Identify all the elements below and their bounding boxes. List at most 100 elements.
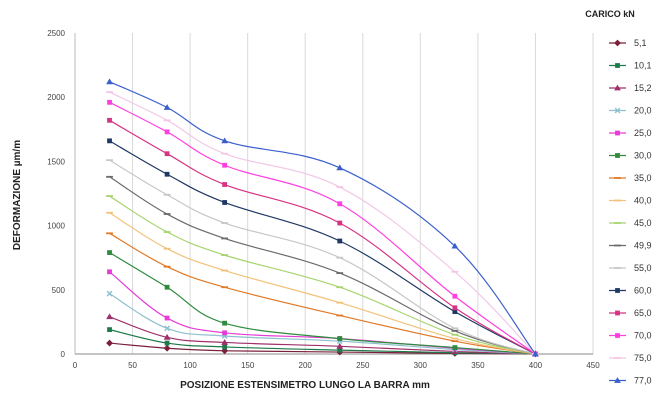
x-tick-label: 450 [586, 361, 600, 370]
data-point [451, 327, 459, 330]
data-point [106, 175, 113, 178]
data-point [336, 301, 344, 304]
series-55-0 [106, 159, 539, 355]
data-point [222, 162, 228, 168]
y-tick-label: 1000 [47, 222, 65, 231]
data-point [107, 269, 112, 275]
x-tick-label: 0 [73, 361, 78, 370]
legend-label: 5,1 [634, 38, 647, 48]
y-tick-label: 2500 [47, 29, 65, 38]
data-point [163, 104, 171, 110]
legend-swatch-marker [614, 357, 621, 359]
data-point [221, 339, 229, 345]
legend-swatch-marker [614, 107, 621, 114]
data-point [451, 329, 459, 332]
x-tick-label: 250 [356, 361, 370, 370]
legend-item: 30,0 [609, 151, 652, 161]
data-point [336, 272, 344, 275]
data-point [221, 254, 229, 257]
data-point [164, 340, 170, 346]
legend-label: 65,0 [634, 308, 652, 318]
data-point [106, 78, 113, 85]
series-60-0 [107, 138, 538, 357]
legend-item: 20,0 [609, 106, 652, 116]
data-point [106, 313, 113, 320]
series-group [106, 78, 539, 358]
series-20-0 [106, 290, 539, 357]
data-point [107, 327, 112, 333]
data-point [221, 237, 229, 240]
legend-item: 77,0 [609, 376, 652, 386]
legend-swatch-marker [614, 39, 621, 47]
y-tick-label: 0 [61, 350, 66, 359]
legend-label: 60,0 [634, 286, 652, 296]
legend-item: 70,0 [609, 331, 652, 341]
legend-swatch-marker [615, 153, 620, 158]
legend-item: 49,9 [609, 241, 652, 251]
data-point [106, 91, 113, 93]
axes: 0 50 100 150 200 250 300 350 400 450 0 500 1000 1500 2… [47, 29, 600, 370]
data-point [164, 284, 170, 290]
data-point [336, 186, 344, 188]
data-point [107, 138, 112, 144]
series-line [109, 140, 536, 355]
legend-item: 60,0 [609, 286, 652, 296]
series-line [109, 293, 536, 355]
x-tick-label: 150 [241, 361, 255, 370]
data-point [164, 315, 170, 321]
data-point [106, 290, 113, 297]
legend-swatch-marker [614, 267, 621, 269]
data-point [222, 330, 228, 336]
legend-item: 5,1 [609, 38, 647, 48]
legend-label: 30,0 [634, 151, 652, 161]
series-70-0 [107, 99, 538, 357]
data-point [532, 350, 539, 357]
data-point [451, 337, 459, 340]
x-tick-label: 50 [128, 361, 137, 370]
legend-item: 40,0 [609, 196, 652, 206]
data-point [163, 193, 171, 196]
data-point [106, 339, 113, 347]
data-point [336, 256, 344, 259]
series-line [109, 119, 536, 355]
x-axis-title: POSIZIONE ESTENSIMETRO LUNGO LA BARRA mm [180, 380, 430, 391]
data-point [107, 250, 112, 255]
legend-swatch-marker [615, 310, 620, 316]
legend-label: 75,0 [634, 353, 652, 363]
series-line [109, 271, 536, 355]
data-point [451, 340, 459, 343]
data-point [163, 265, 171, 268]
grid [132, 33, 594, 354]
data-point [337, 201, 343, 207]
legend-label: 10,1 [634, 61, 652, 71]
data-point [336, 314, 344, 317]
data-point [451, 242, 459, 249]
legend-swatch-marker [614, 244, 621, 247]
legend-item: 35,0 [609, 173, 652, 183]
data-point [337, 220, 343, 226]
data-point [164, 325, 171, 332]
data-point [163, 119, 171, 122]
data-point [163, 344, 171, 352]
data-point [336, 286, 344, 289]
x-tick-label: 350 [471, 361, 485, 370]
data-point [163, 231, 171, 233]
legend-label: 35,0 [634, 173, 652, 183]
data-point [222, 200, 228, 205]
data-point [164, 151, 170, 157]
data-point [452, 305, 458, 311]
series-75-0 [106, 91, 539, 355]
data-point [452, 345, 458, 350]
data-point [106, 232, 113, 235]
legend-item: 75,0 [609, 353, 652, 363]
legend-label: 25,0 [634, 128, 652, 138]
data-point [107, 117, 112, 123]
y-tick-label: 1500 [47, 157, 65, 166]
data-point [336, 342, 344, 349]
x-tick-label: 200 [299, 361, 313, 370]
legend-swatch-marker [615, 130, 620, 136]
data-point [452, 293, 458, 299]
legend-item: 55,0 [609, 263, 652, 273]
